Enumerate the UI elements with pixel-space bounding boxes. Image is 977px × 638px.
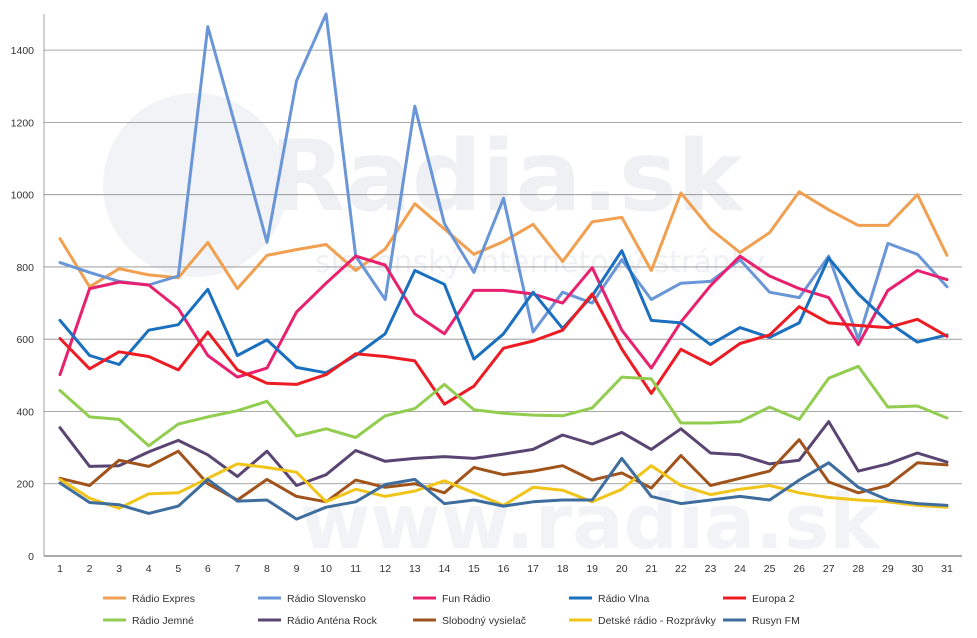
legend-label: Fun Rádio (442, 593, 491, 605)
x-tick-label: 24 (734, 563, 746, 575)
x-tick-label: 1 (57, 563, 63, 575)
watermark: Radia.sk slovenský internetový stránky w… (103, 93, 881, 566)
x-tick-label: 29 (882, 563, 894, 575)
legend-label: Detské rádio - Rozprávky (598, 615, 717, 627)
x-tick-label: 22 (675, 563, 687, 575)
x-tick-label: 21 (645, 563, 657, 575)
x-tick-label: 18 (557, 563, 569, 575)
y-tick-label: 1200 (11, 117, 35, 129)
x-tick-label: 11 (350, 563, 361, 575)
x-tick-label: 6 (205, 563, 211, 575)
x-tick-label: 20 (616, 563, 628, 575)
x-tick-label: 16 (498, 563, 510, 575)
series-line-6 (58, 364, 949, 448)
x-tick-label: 8 (264, 563, 270, 575)
series-lines (58, 12, 949, 521)
series-line-2 (58, 12, 949, 341)
x-tick-label: 3 (116, 563, 122, 575)
series-line-5 (58, 292, 949, 406)
y-tick-label: 1000 (11, 190, 35, 202)
legend-label: Slobodný vysielač (442, 615, 526, 627)
legend-label: Rádio Jemné (132, 615, 194, 627)
legend-label: Rádio Slovensko (287, 593, 366, 605)
x-tick-label: 10 (320, 563, 332, 575)
legend-label: Rusyn FM (752, 615, 800, 627)
legend: Rádio Expres Rádio Slovensko Fun Rádio Rádi… (103, 593, 800, 627)
x-tick-label: 5 (175, 563, 181, 575)
series-line-3 (58, 254, 949, 379)
x-tick-label: 27 (823, 563, 835, 575)
y-tick-label: 1400 (11, 45, 35, 57)
x-tick-label: 19 (586, 563, 598, 575)
y-tick-label: 800 (16, 262, 34, 274)
x-tick-label: 14 (439, 563, 451, 575)
x-tick-label: 4 (146, 563, 152, 575)
y-axis-ticks: 0 200 400 600 800 1000 1200 1400 (11, 45, 35, 563)
y-tick-label: 400 (16, 406, 34, 418)
legend-label: Europa 2 (752, 593, 795, 605)
x-tick-label: 12 (379, 563, 391, 575)
legend-label: Rádio Anténa Rock (287, 615, 378, 627)
x-axis-ticks: 1 2 3 4 5 6 7 8 9 10 11 12 13 14 15 16 17 18 19 20 21 22 23 24 2… (57, 563, 953, 575)
series-line-10 (58, 456, 949, 521)
legend-label: Rádio Vlna (598, 593, 650, 605)
watermark-logo-circle (103, 93, 287, 277)
series-line-1 (58, 190, 949, 291)
y-tick-label: 200 (16, 479, 34, 491)
series-line-7 (58, 420, 949, 487)
x-tick-label: 25 (764, 563, 776, 575)
y-tick-label: 0 (28, 551, 34, 563)
legend-label: Rádio Expres (132, 593, 195, 605)
x-tick-label: 26 (793, 563, 805, 575)
x-tick-label: 15 (468, 563, 480, 575)
x-tick-label: 23 (705, 563, 717, 575)
x-tick-label: 7 (234, 563, 240, 575)
x-tick-label: 30 (912, 563, 924, 575)
x-tick-label: 13 (409, 563, 421, 575)
x-tick-label: 28 (852, 563, 864, 575)
x-tick-label: 2 (87, 563, 93, 575)
y-tick-label: 600 (16, 334, 34, 346)
series-line-8 (58, 438, 949, 504)
x-tick-label: 9 (294, 563, 300, 575)
x-tick-label: 31 (941, 563, 953, 575)
x-tick-label: 17 (527, 563, 539, 575)
series-line-4 (58, 249, 949, 375)
